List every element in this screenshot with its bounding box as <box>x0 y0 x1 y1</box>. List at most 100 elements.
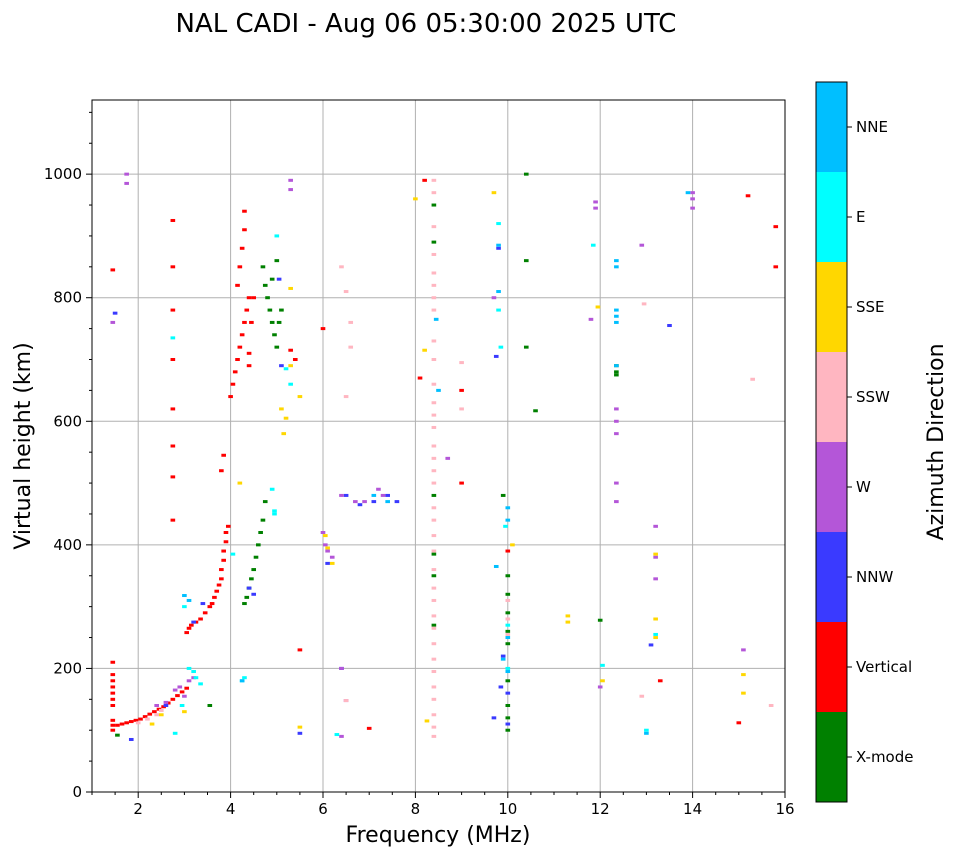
data-point <box>272 509 277 513</box>
data-point <box>431 623 437 627</box>
data-point <box>431 713 437 717</box>
data-point <box>189 623 194 627</box>
data-point <box>431 401 437 405</box>
data-point <box>138 717 143 721</box>
data-point <box>431 203 437 207</box>
data-point <box>186 626 192 630</box>
data-point <box>431 734 437 738</box>
data-point <box>163 704 169 707</box>
data-point <box>491 296 497 300</box>
data-point <box>200 602 206 606</box>
plot-area: 2 4 6 8 10 12 14 16 0 200 400 600 800 1000 <box>44 99 795 818</box>
data-point <box>242 228 247 232</box>
data-point <box>198 682 203 686</box>
x-tick-label: 4 <box>226 800 236 818</box>
data-point <box>590 243 596 247</box>
series-w <box>110 172 746 738</box>
data-point <box>214 589 220 593</box>
data-point <box>119 722 125 726</box>
data-point <box>110 320 116 324</box>
colorbar-segment <box>816 172 847 262</box>
data-point <box>433 317 439 321</box>
data-point <box>182 594 187 598</box>
data-point <box>276 320 282 324</box>
data-point <box>431 568 437 572</box>
data-point <box>170 358 176 361</box>
data-point <box>251 568 257 572</box>
data-point <box>385 500 390 504</box>
data-point <box>498 685 504 689</box>
data-point <box>736 721 742 725</box>
y-tick-label: 400 <box>53 536 82 554</box>
data-point <box>184 686 190 690</box>
data-point <box>644 728 649 732</box>
x-tick-label: 8 <box>411 800 421 818</box>
data-point <box>505 598 511 602</box>
data-point <box>209 602 215 606</box>
data-point <box>431 225 437 229</box>
data-point <box>179 704 185 707</box>
data-point <box>124 721 129 725</box>
data-point <box>163 700 169 704</box>
colorbar-tick-label: W <box>856 478 871 496</box>
colorbar-segment <box>816 352 847 442</box>
y-tick-label: 200 <box>53 659 82 677</box>
data-point <box>413 197 418 201</box>
data-point <box>376 487 381 491</box>
data-point <box>565 614 571 618</box>
data-point <box>371 493 377 497</box>
data-point <box>170 308 176 312</box>
y-tick-label: 0 <box>72 783 82 801</box>
series-sse <box>149 191 746 729</box>
plot-background <box>92 100 785 792</box>
data-point <box>505 679 511 683</box>
colorbar-segment <box>816 442 847 532</box>
data-point <box>431 413 437 417</box>
data-point <box>219 568 224 572</box>
data-point <box>244 595 250 599</box>
data-point <box>614 320 619 324</box>
data-point <box>239 246 245 250</box>
data-point <box>503 524 508 528</box>
data-point <box>260 265 266 269</box>
data-point <box>773 225 779 229</box>
data-point <box>648 643 654 647</box>
data-point <box>135 721 141 725</box>
y-axis-ticks: 0 200 400 600 800 1000 <box>44 111 92 801</box>
data-point <box>768 704 774 707</box>
data-point <box>221 549 226 553</box>
x-tick-label: 2 <box>133 800 143 818</box>
data-point <box>115 723 120 727</box>
data-point <box>436 388 441 392</box>
data-point <box>112 311 118 315</box>
data-point <box>182 605 187 609</box>
data-point <box>431 178 437 182</box>
data-point <box>272 333 277 337</box>
data-point <box>505 722 511 726</box>
data-point <box>431 425 437 429</box>
data-point <box>184 631 190 635</box>
data-point <box>431 382 437 386</box>
data-point <box>653 552 658 556</box>
data-point <box>242 602 247 606</box>
data-point <box>170 444 176 448</box>
data-point <box>320 327 326 331</box>
data-point <box>533 409 538 413</box>
data-point <box>422 348 427 352</box>
data-point <box>202 611 208 615</box>
data-point <box>431 191 437 195</box>
data-point <box>288 348 293 352</box>
data-point <box>431 506 437 510</box>
data-point <box>505 704 511 707</box>
data-point <box>232 370 238 374</box>
data-point <box>653 636 658 640</box>
data-point <box>128 720 134 724</box>
data-point <box>644 731 649 735</box>
data-point <box>329 555 335 559</box>
data-point <box>380 493 386 497</box>
data-point <box>459 407 464 411</box>
data-point <box>431 296 437 300</box>
data-point <box>431 469 437 473</box>
data-point <box>110 723 116 727</box>
